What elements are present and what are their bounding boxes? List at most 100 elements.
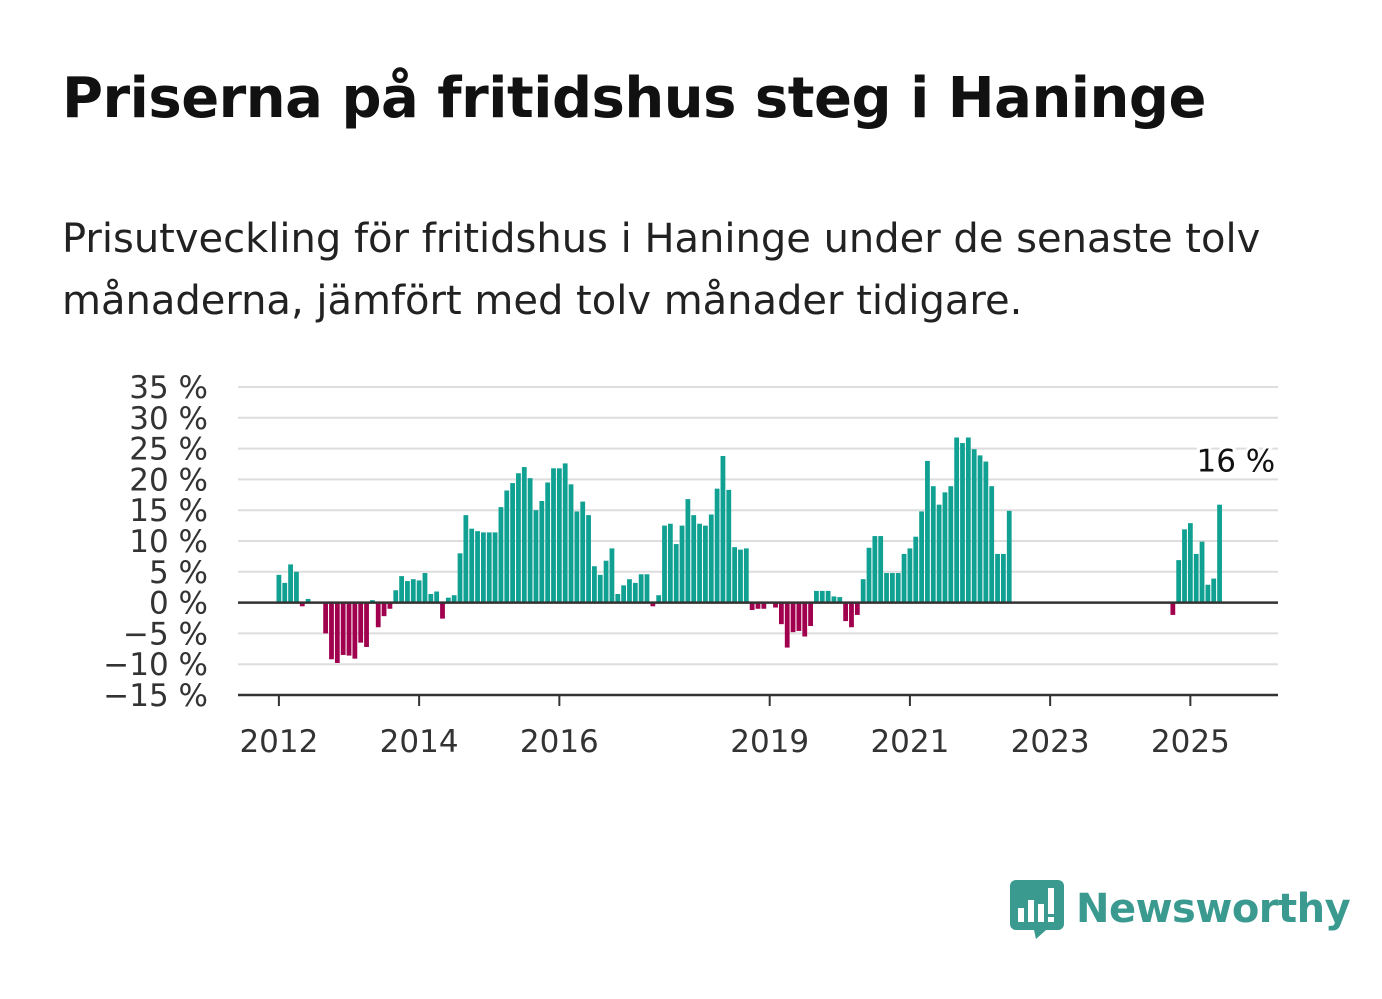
bar: [416, 580, 422, 603]
bar: [703, 525, 708, 603]
bar: [533, 510, 539, 603]
bar: [405, 581, 410, 603]
labels: 35 %30 %25 %20 %15 %10 %5 %0 %−5 %−10 %−…: [103, 370, 1278, 760]
bar: [761, 602, 767, 609]
bar: [498, 507, 504, 603]
bar: [714, 488, 720, 603]
bar: [556, 468, 562, 603]
y-tick-label: 20 %: [129, 462, 208, 498]
bar: [294, 571, 299, 603]
bar: [592, 566, 597, 603]
bar: [381, 602, 387, 617]
bar: [656, 595, 662, 603]
bar: [825, 590, 831, 603]
bar: [1170, 602, 1176, 615]
bar: [989, 486, 995, 603]
bar: [808, 602, 813, 627]
bar: [995, 553, 1000, 603]
annotation-label: 16 %: [1197, 443, 1276, 479]
y-tick-label: 0 %: [149, 586, 208, 622]
bar: [960, 443, 965, 603]
newsworthy-logo: Newsworthy: [1008, 878, 1351, 940]
bar: [510, 483, 515, 603]
bar: [860, 579, 866, 603]
bar: [773, 602, 778, 608]
chart-subtitle: Prisutveckling för fritidshus i Haninge …: [62, 216, 1261, 324]
bar: [814, 590, 819, 603]
bar: [323, 602, 329, 634]
bar: [872, 536, 878, 603]
bar: [375, 602, 381, 628]
bar: [615, 593, 621, 603]
bar: [597, 574, 603, 603]
bar: [516, 473, 521, 603]
bar: [340, 602, 346, 655]
bar: [936, 504, 942, 603]
bar: [393, 590, 399, 603]
bar: [603, 560, 609, 603]
bar: [428, 593, 434, 603]
bar: [884, 573, 889, 603]
bar: [410, 579, 416, 603]
bar: [627, 579, 632, 603]
bar: [305, 598, 311, 603]
bar: [925, 460, 930, 603]
bar: [796, 602, 802, 631]
bar: [971, 449, 977, 603]
bar: [784, 602, 790, 648]
bar: [697, 523, 702, 603]
bar-chart-logo-icon: [1010, 880, 1064, 939]
bar: [504, 490, 510, 603]
bar: [755, 602, 761, 609]
bar: [475, 531, 480, 603]
x-tick-label: 2023: [1011, 724, 1090, 760]
bar: [895, 573, 901, 603]
bar: [837, 597, 843, 603]
bar: [1176, 560, 1182, 603]
bar: [983, 461, 989, 603]
y-tick-label: 15 %: [129, 493, 208, 529]
bar: [580, 501, 586, 603]
bar: [586, 515, 591, 603]
bar: [749, 602, 755, 610]
bar: [481, 532, 486, 603]
bar: [621, 585, 627, 603]
bar: [901, 553, 907, 603]
bar: [568, 484, 574, 603]
bar: [1217, 504, 1222, 603]
bar: [440, 602, 445, 619]
bar: [854, 602, 860, 615]
bar: [691, 515, 697, 603]
bar: [299, 602, 305, 607]
bar: [790, 602, 796, 633]
bar: [1182, 529, 1187, 603]
bar: [422, 573, 428, 603]
x-tick-label: 2025: [1151, 724, 1230, 760]
bar: [849, 602, 854, 628]
bar: [329, 602, 334, 660]
bar: [1187, 523, 1193, 603]
bar: [720, 455, 726, 603]
bar: [889, 573, 895, 603]
bar: [819, 590, 825, 603]
x-tick-label: 2021: [870, 724, 949, 760]
bar: [673, 544, 679, 603]
axes: [238, 601, 1278, 706]
bar: [434, 591, 440, 603]
brand-name: Newsworthy: [1076, 886, 1351, 932]
bar: [1006, 510, 1012, 603]
bar: [743, 548, 749, 603]
bar: [334, 602, 340, 663]
bar: [644, 574, 650, 603]
bar: [632, 582, 638, 603]
bar: [732, 547, 738, 603]
bar: [843, 602, 849, 622]
bar: [965, 437, 971, 603]
bar: [492, 532, 498, 603]
bar-chart: 35 %30 %25 %20 %15 %10 %5 %0 %−5 %−10 %−…: [103, 370, 1278, 760]
bar: [778, 602, 784, 625]
bar: [1001, 553, 1006, 603]
bar: [1205, 584, 1211, 603]
bar: [913, 536, 919, 603]
bar: [574, 511, 580, 603]
